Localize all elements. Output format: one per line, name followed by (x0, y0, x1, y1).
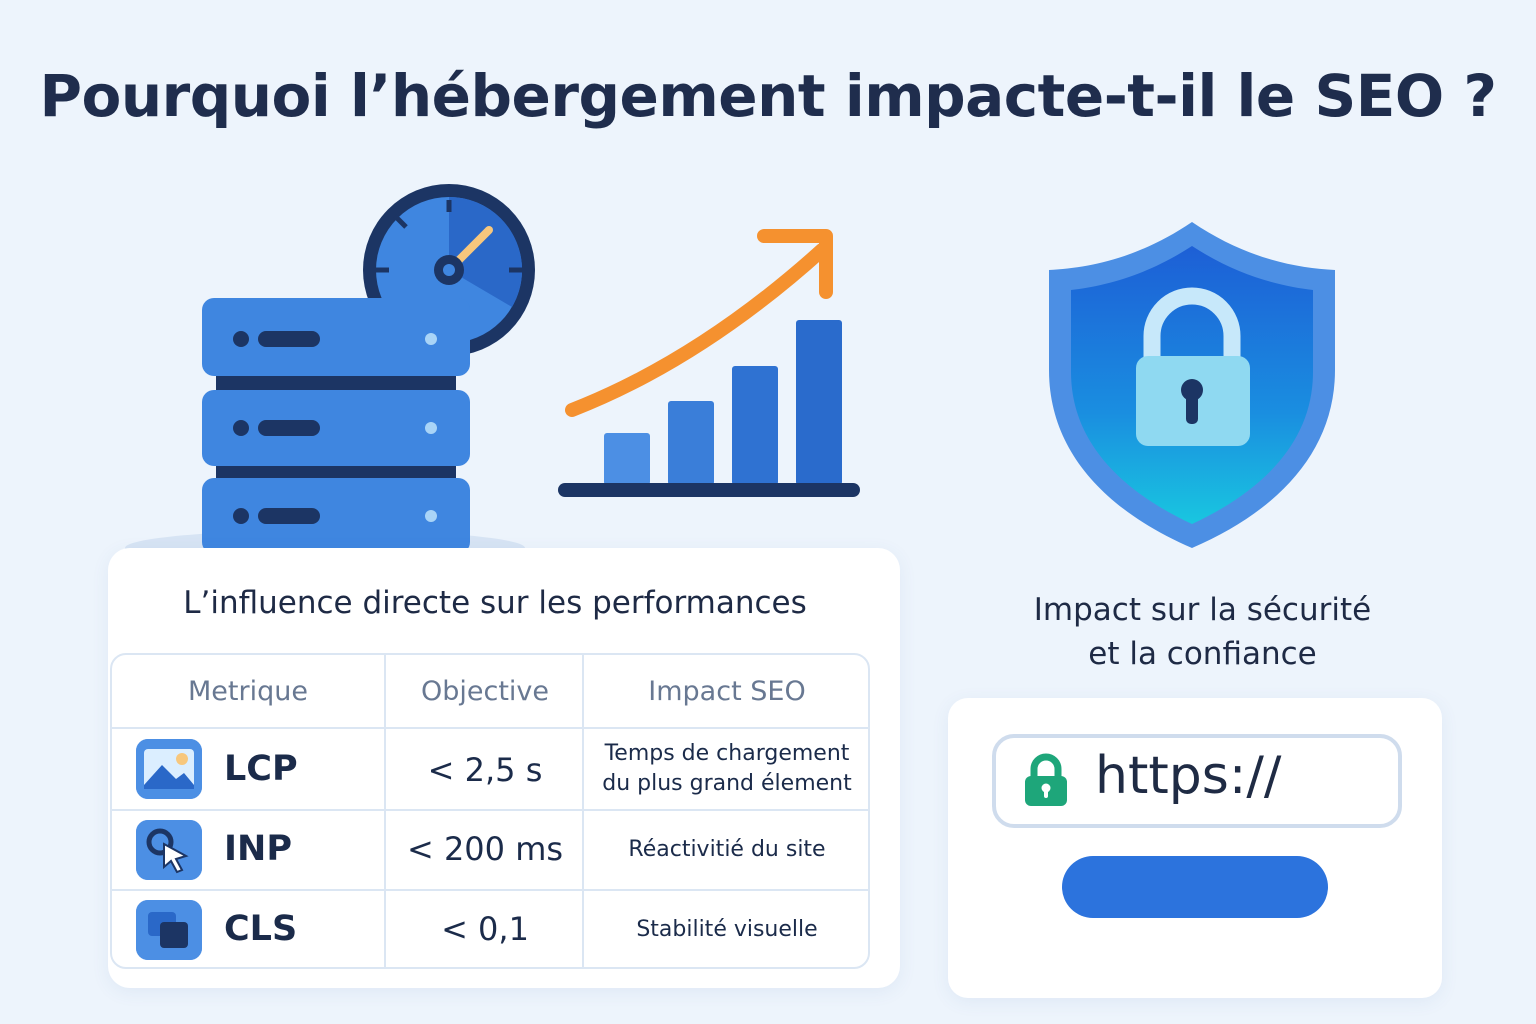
metric-name: INP (224, 829, 292, 869)
server-stack-icon (125, 298, 525, 566)
layers-icon (136, 900, 202, 960)
metric-target: < 2,5 s (427, 751, 543, 789)
performance-heading: L’influence directe sur les performances (183, 585, 807, 621)
metric-target: < 200 ms (406, 830, 564, 868)
security-heading: Impact sur la sécurité et la confiance (1000, 588, 1405, 676)
column-divider (582, 655, 584, 967)
impact-line: Temps de chargement (604, 741, 850, 766)
url-text: https:// (1095, 746, 1282, 806)
metrics-table: Metrique Objective Impact SEO LCP < 2,5 … (110, 653, 870, 969)
image-icon (136, 739, 202, 799)
table-row-cls: CLS < 0,1 Stabilité visuelle (112, 891, 868, 967)
column-header-metric: Metrique (188, 676, 308, 707)
security-heading-line: Impact sur la sécurité (1033, 592, 1372, 628)
table-row-lcp: LCP < 2,5 s Temps de chargement du plus … (112, 729, 868, 809)
blue-button[interactable] (1062, 856, 1328, 918)
security-heading-line: et la confiance (1088, 636, 1317, 672)
metric-name: LCP (224, 749, 298, 789)
metric-impact: Réactivitié du site (628, 837, 826, 862)
row-divider (112, 889, 868, 891)
metric-name: CLS (224, 909, 298, 949)
row-divider (112, 727, 868, 729)
shield-lock-icon (1049, 222, 1335, 548)
column-divider (384, 655, 386, 967)
padlock-icon (1025, 753, 1067, 806)
column-header-impact: Impact SEO (648, 676, 806, 707)
table-row-inp: INP < 200 ms Réactivitié du site (112, 811, 868, 889)
impact-line: du plus grand élement (602, 771, 852, 796)
cursor-click-icon (136, 820, 202, 880)
row-divider (112, 809, 868, 811)
metric-impact: Stabilité visuelle (636, 917, 818, 942)
metric-target: < 0,1 (441, 910, 529, 948)
page-title: Pourquoi l’hébergement impacte-t-il le S… (39, 62, 1498, 130)
column-header-objective: Objective (420, 676, 550, 707)
metric-impact: Temps de chargement du plus grand élemen… (584, 739, 868, 799)
growth-chart-icon (558, 229, 860, 497)
